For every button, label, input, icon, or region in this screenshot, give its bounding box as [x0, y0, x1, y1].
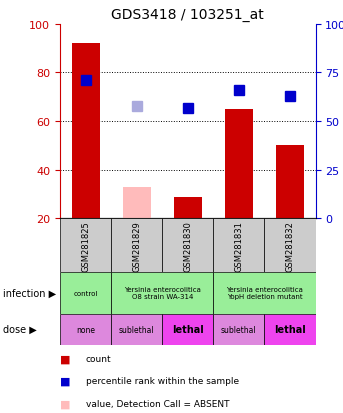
Title: GDS3418 / 103251_at: GDS3418 / 103251_at [111, 8, 264, 22]
Bar [276, 146, 304, 219]
Text: lethal: lethal [274, 324, 306, 335]
Bar [264, 314, 316, 345]
Text: GSM281830: GSM281830 [183, 221, 192, 271]
Bar [162, 314, 213, 345]
Text: sublethal: sublethal [119, 325, 154, 334]
Text: sublethal: sublethal [221, 325, 257, 334]
Bar [60, 219, 111, 273]
Bar [264, 219, 316, 273]
Text: GSM281829: GSM281829 [132, 221, 141, 271]
Bar [174, 197, 202, 219]
Text: control: control [73, 290, 98, 296]
Text: GSM281831: GSM281831 [234, 221, 244, 271]
Text: lethal: lethal [172, 324, 204, 335]
Text: GSM281825: GSM281825 [81, 221, 90, 271]
Bar [213, 273, 316, 314]
Text: ■: ■ [60, 353, 71, 363]
Text: Yersinia enterocolitica
YopH deletion mutant: Yersinia enterocolitica YopH deletion mu… [226, 287, 303, 300]
Text: count: count [86, 354, 111, 363]
Bar [60, 273, 111, 314]
Bar [213, 219, 264, 273]
Bar [111, 219, 162, 273]
Text: GSM281832: GSM281832 [285, 221, 295, 271]
Text: value, Detection Call = ABSENT: value, Detection Call = ABSENT [86, 399, 229, 408]
Text: infection ▶: infection ▶ [3, 288, 57, 298]
Bar [111, 273, 213, 314]
Bar [111, 314, 162, 345]
Text: ■: ■ [60, 376, 71, 386]
Text: percentile rank within the sample: percentile rank within the sample [86, 377, 239, 385]
Text: ■: ■ [60, 399, 71, 409]
Text: dose ▶: dose ▶ [3, 324, 37, 335]
Bar [225, 110, 253, 219]
Text: Yersinia enterocolitica
O8 strain WA-314: Yersinia enterocolitica O8 strain WA-314 [124, 287, 201, 300]
Bar [72, 44, 99, 219]
Bar [162, 219, 213, 273]
Bar [123, 188, 151, 219]
Bar [60, 314, 111, 345]
Bar [213, 314, 264, 345]
Text: none: none [76, 325, 95, 334]
